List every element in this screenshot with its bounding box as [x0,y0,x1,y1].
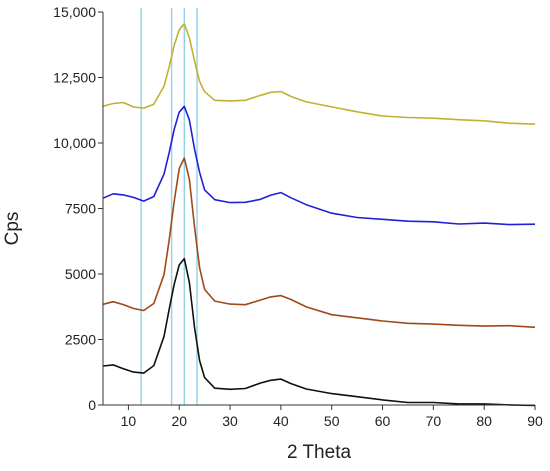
x-tick-label: 70 [426,413,442,429]
series-line-0 [102,22,536,125]
x-axis-title: 2 Theta [287,442,352,463]
y-tick-label: 12,500 [53,70,96,86]
x-ticks: 10 20 30 40 50 60 70 80 90 [121,405,543,429]
series-layer [102,22,536,407]
x-tick-label: 80 [476,413,492,429]
x-tick-label: 20 [171,413,187,429]
y-tick-label: 5000 [65,266,96,282]
x-tick-label: 40 [273,413,289,429]
y-axis-title: Cps [2,212,23,246]
y-ticks: 0 2500 5000 7500 10,000 12,500 15,000 [53,4,103,413]
x-tick-label: 90 [527,413,543,429]
series-line-1 [102,105,536,226]
x-tick-label: 50 [324,413,340,429]
y-tick-label: 15,000 [53,4,96,20]
y-tick-label: 7500 [65,201,96,217]
x-tick-label: 60 [375,413,391,429]
y-tick-label: 2500 [65,332,96,348]
y-tick-label: 0 [88,397,96,413]
series-line-2 [102,157,536,329]
series-line-3 [102,257,536,407]
x-tick-label: 10 [121,413,137,429]
x-tick-label: 30 [222,413,238,429]
y-tick-label: 10,000 [53,135,96,151]
